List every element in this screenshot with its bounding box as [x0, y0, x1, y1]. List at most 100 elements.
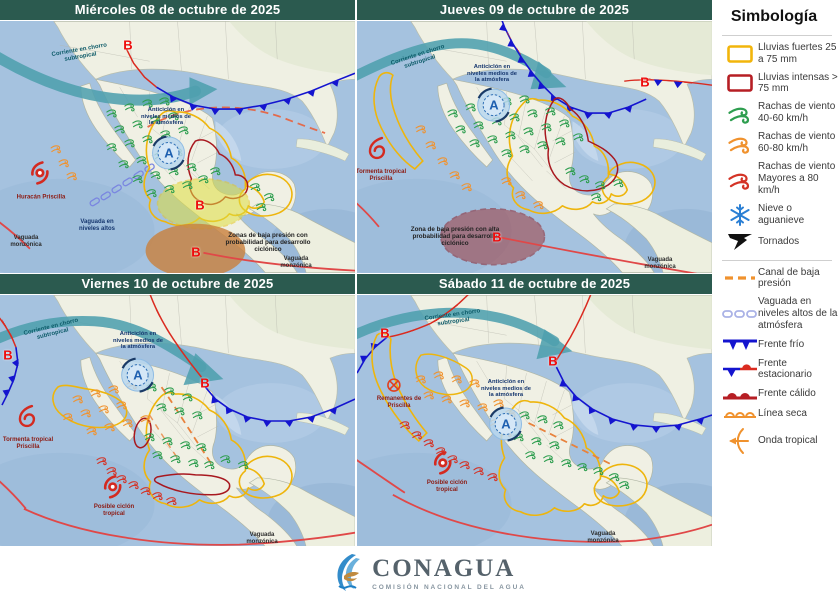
legend-label: Rachas de viento 60-80 km/h — [758, 131, 836, 155]
snow-icon — [722, 203, 758, 227]
legend-label: Vaguada en niveles altos de la atmósfera — [758, 296, 838, 331]
legend-item: Tornados — [722, 233, 840, 251]
legend-item: Línea seca — [722, 407, 840, 421]
legend-item: Rachas de viento 40-60 km/h — [722, 101, 840, 125]
legend-item: Rachas de viento Mayores a 80 km/h — [722, 161, 840, 196]
monsoon-trough-line-right — [496, 235, 697, 273]
monsoon-trough-line-left — [357, 459, 406, 494]
low-pressure-letter: B — [380, 325, 390, 341]
warm-front-icon — [722, 387, 758, 401]
cold-front-line-left — [1, 347, 19, 406]
cyclonic-development-zone — [439, 208, 546, 266]
forecast-map-saturday: Corriente en chorro subtropical B B Rema… — [357, 295, 712, 547]
legend-label: Frente frío — [758, 338, 805, 350]
monsoon-trough-line-left — [0, 480, 27, 510]
legend-panel: Simbología Lluvias fuertes 25 a 75 mm Ll… — [712, 0, 840, 546]
legend-label: Rachas de viento 40-60 km/h — [758, 101, 836, 125]
low-pressure-letter: B — [123, 37, 133, 53]
cold-front-icon — [722, 338, 758, 352]
map-canvas — [357, 295, 712, 547]
low-pressure-channel-line — [528, 422, 613, 466]
heavy-rain-contour-baja — [373, 71, 424, 170]
panel-title: Viernes 10 de octubre de 2025 — [0, 274, 355, 294]
high-pressure-letter: A — [489, 97, 499, 113]
footer: CONAGUA COMISIÓN NACIONAL DEL AGUA — [0, 546, 840, 600]
divider — [722, 35, 832, 36]
conagua-logo: CONAGUA COMISIÓN NACIONAL DEL AGUA — [330, 552, 526, 594]
jet-stream-arrowhead — [183, 353, 224, 386]
legend-label: Lluvias fuertes 25 a 75 mm — [758, 42, 837, 65]
legend-item: Onda tropical — [722, 427, 840, 455]
low-pressure-letter: B — [191, 244, 201, 260]
low-pressure-letter: B — [3, 347, 13, 363]
legend-item: Frente cálido — [722, 387, 840, 401]
panel-saturday: Sábado 11 de octubre de 2025 — [357, 274, 712, 547]
legend-label: Canal de baja presión — [758, 266, 820, 290]
map-canvas — [357, 21, 712, 273]
panel-thursday: Jueves 09 de octubre de 2025 — [357, 0, 712, 273]
panel-title: Sábado 11 de octubre de 2025 — [357, 274, 712, 294]
legend-item: Canal de baja presión — [722, 267, 840, 291]
low-pressure-channel-line — [160, 386, 215, 468]
high-pressure-letter: A — [501, 416, 511, 432]
panel-title: Miércoles 08 de octubre de 2025 — [0, 0, 355, 20]
intense-rain-icon — [722, 73, 758, 93]
legend-item: Lluvias intensas > 75 mm — [722, 72, 840, 96]
jet-stream-arrowhead — [536, 329, 573, 360]
intense-rain-contour — [153, 473, 231, 496]
legend-item: Frente estacionario — [722, 358, 840, 382]
intense-rain-contour-small — [133, 417, 152, 449]
legend-title: Simbología — [730, 8, 818, 25]
heavy-rain-contour-baja — [371, 332, 428, 443]
monsoon-trough-line — [392, 494, 712, 543]
heavy-rain-contour-nw — [52, 384, 128, 429]
gust-green-icon — [722, 101, 758, 125]
brand-name: CONAGUA — [372, 554, 516, 582]
legend-label: Lluvias intensas > 75 mm — [758, 71, 838, 95]
low-pressure-letter: B — [492, 229, 502, 245]
monsoon-trough-line-left — [0, 221, 31, 250]
legend-item: Frente frío — [722, 338, 840, 352]
gust-orange-icon — [722, 131, 758, 155]
heavy-rain-contour-nw — [415, 353, 473, 396]
stationary-front-line-right — [553, 295, 592, 364]
cold-front-line-mid — [204, 386, 355, 427]
low-pressure-channel-line2 — [148, 414, 181, 462]
cyclonic-development-zone-high — [145, 223, 246, 273]
tropical-wave-icon — [722, 427, 758, 455]
monsoon-trough-line-right — [203, 251, 355, 272]
high-pressure-letter: A — [164, 145, 174, 161]
low-channel-icon — [722, 274, 758, 282]
intense-rain-contour — [544, 97, 619, 192]
forecast-maps-grid: Miércoles 08 de octubre de 2025 — [0, 0, 712, 547]
legend-label: Tornados — [758, 235, 800, 247]
stationary-front-icon — [722, 359, 758, 379]
legend-label: Rachas de viento Mayores a 80 km/h — [758, 161, 836, 196]
legend-label: Onda tropical — [758, 435, 818, 447]
panel-title: Jueves 09 de octubre de 2025 — [357, 0, 712, 20]
cold-front-line-right — [555, 366, 712, 433]
map-canvas — [0, 21, 355, 273]
low-pressure-letter: B — [548, 353, 558, 369]
jet-stream-arrow — [357, 307, 560, 347]
monsoon-trough-line-left — [357, 202, 380, 228]
legend-label: Frente estacionario — [758, 357, 812, 381]
forecast-map-friday: Corriente en chorro subtropical B Antici… — [0, 295, 355, 547]
upper-trough-icon — [722, 309, 758, 319]
cold-front-line — [156, 72, 355, 116]
forecast-map-thursday: Corriente en chorro subtropical Anticicl… — [357, 21, 712, 273]
heavy-rain-icon — [722, 44, 758, 64]
legend-item: Nieve o aguanieve — [722, 203, 840, 227]
panel-wednesday: Miércoles 08 de octubre de 2025 — [0, 0, 355, 273]
monsoon-trough-line — [23, 507, 355, 546]
legend-label: Línea seca — [758, 408, 807, 420]
low-pressure-letter: B — [640, 74, 650, 90]
brand-tagline: COMISIÓN NACIONAL DEL AGUA — [372, 583, 526, 591]
divider — [722, 259, 832, 261]
low-pressure-letter: B — [195, 197, 205, 213]
legend-item: Lluvias fuertes 25 a 75 mm — [722, 42, 840, 66]
legend-label: Nieve o aguanieve — [758, 202, 805, 226]
legend-item: Rachas de viento 60-80 km/h — [722, 131, 840, 155]
high-pressure-letter: A — [133, 367, 143, 383]
